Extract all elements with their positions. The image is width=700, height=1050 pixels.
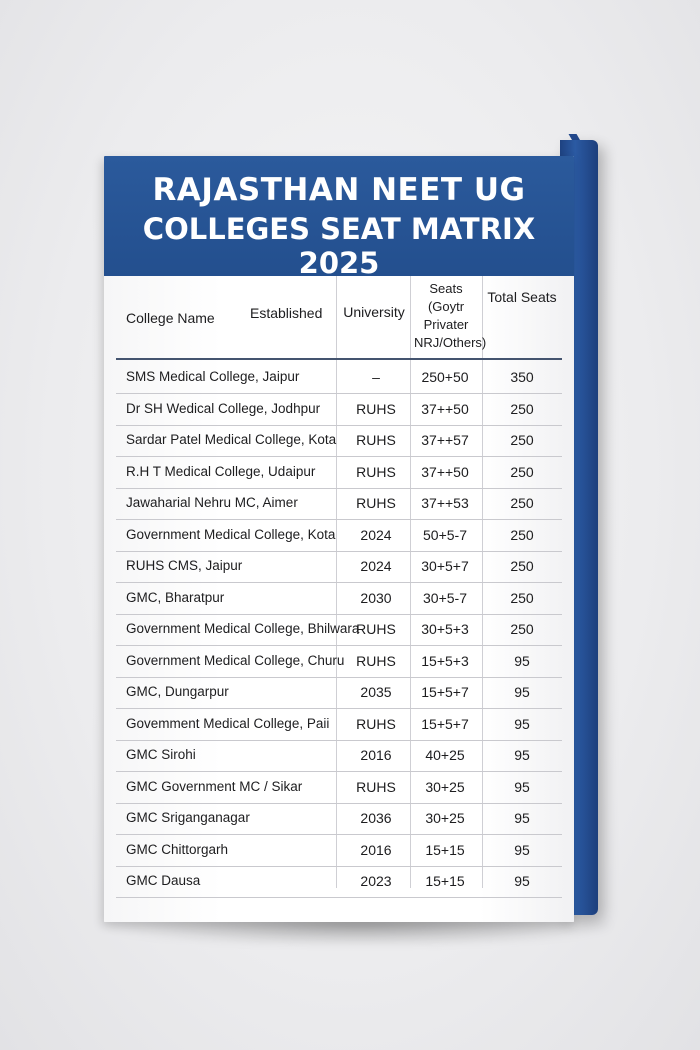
college-name-cell: Government Medical College, Kota	[126, 526, 336, 542]
seats-cell: 30+5+3	[421, 621, 469, 637]
total-seats-cell: 95	[514, 841, 530, 858]
table-row: GMC Sirohi 2016 40+25 95	[116, 740, 562, 772]
college-name-cell: GMC, Dungarpur	[126, 684, 229, 699]
table-row: GMC Government MC / Sikar RUHS 30+25 95	[116, 772, 562, 804]
college-name-cell: RUHS CMS, Jaipur	[126, 558, 243, 573]
title-line-1: RAJASTHAN NEET UG	[152, 172, 526, 208]
total-seats-cell: 95	[514, 778, 530, 795]
university-cell: 2024	[360, 558, 392, 574]
college-name-cell: GMC Government MC / Sikar	[126, 778, 303, 794]
table-row: R.H T Medical College, Udaipur RUHS 37++50…	[116, 457, 562, 489]
table-row: Government Medical College, Kota 2024 50+5…	[116, 520, 562, 552]
seats-cell: 40+25	[425, 747, 465, 763]
college-name-cell: Jawaharial Nehru MC, Aimer	[126, 495, 298, 510]
total-seats-cell: 250	[510, 432, 534, 448]
total-seats-cell: 95	[514, 684, 530, 700]
university-cell: RUHS	[356, 400, 396, 417]
university-cell: RUHS	[356, 432, 396, 448]
college-name-cell: GMC Sriganganagar	[126, 810, 250, 825]
seat-matrix-table: College Name Established University Seat…	[116, 276, 562, 898]
university-cell: –	[372, 369, 380, 385]
table-row: SMS Medical College, Jaipur – 250+50 350	[116, 362, 562, 394]
header-established: Established	[250, 305, 323, 321]
seats-cell: 15+5+7	[421, 715, 469, 732]
total-seats-cell: 95	[514, 747, 530, 763]
book-cover: RAJASTHAN NEET UG COLLEGES SEAT MATRIX 2…	[104, 156, 574, 922]
table-row: Govemment Medical College, Paii RUHS 15+5+…	[116, 709, 562, 741]
header-rule	[116, 358, 562, 360]
university-cell: 2023	[360, 873, 392, 889]
university-cell: RUHS	[356, 652, 396, 669]
seats-cell: 30+25	[425, 778, 465, 795]
header-seats: Seats (Goytr Privater NRJ/Others)	[414, 281, 487, 350]
college-name-cell: Dr SH Wedical College, Jodhpur	[126, 400, 321, 416]
seats-cell: 37++53	[421, 495, 469, 511]
header-college-name: College Name	[126, 310, 215, 326]
table-row: Government Medical College, Churu RUHS 15+…	[116, 646, 562, 678]
total-seats-cell: 95	[514, 652, 530, 669]
university-cell: RUHS	[356, 621, 396, 637]
total-seats-cell: 95	[514, 810, 530, 826]
seats-cell: 30+25	[425, 810, 465, 826]
college-name-cell: Government Medical College, Churu	[126, 652, 345, 668]
seats-cell: 30+5-7	[423, 589, 467, 606]
table-row: Government Medical College, Bhilwara RUHS…	[116, 614, 562, 646]
college-name-cell: Government Medical College, Bhilwara	[126, 621, 360, 636]
college-name-cell: SMS Medical College, Jaipur	[126, 369, 300, 384]
seats-cell: 15+15	[425, 841, 465, 858]
seats-cell: 30+5+7	[421, 558, 469, 574]
seats-cell: 37++57	[421, 432, 469, 448]
table-row: Sardar Patel Medical College, Kota RUHS 37…	[116, 425, 562, 457]
total-seats-cell: 250	[510, 558, 534, 574]
college-name-cell: GMC Dausa	[126, 873, 201, 888]
college-name-cell: Govemment Medical College, Paii	[126, 715, 330, 731]
university-cell: RUHS	[356, 495, 396, 511]
college-name-cell: Sardar Patel Medical College, Kota	[126, 432, 337, 447]
university-cell: 2016	[360, 747, 392, 763]
header-total-seats: Total Seats	[487, 289, 557, 305]
total-seats-cell: 250	[510, 526, 534, 543]
seats-cell: 15+5+7	[421, 684, 469, 700]
university-cell: RUHS	[356, 463, 396, 480]
seats-cell: 37++50	[421, 400, 469, 417]
university-cell: 2024	[360, 526, 392, 543]
title-line-2: COLLEGES SEAT MATRIX 2025	[142, 212, 536, 280]
total-seats-cell: 250	[510, 463, 534, 480]
college-name-cell: R.H T Medical College, Udaipur	[126, 463, 316, 479]
university-cell: 2016	[360, 841, 392, 858]
university-cell: 2036	[360, 810, 392, 826]
college-name-cell: GMC Sirohi	[126, 747, 196, 762]
total-seats-cell: 250	[510, 589, 534, 606]
page-surface	[104, 276, 574, 922]
table-row: Dr SH Wedical College, Jodhpur RUHS 37++50…	[116, 394, 562, 426]
seats-cell: 15+5+3	[421, 652, 469, 669]
seats-cell: 37++50	[421, 463, 469, 480]
seats-cell: 50+5-7	[423, 526, 467, 543]
university-cell: RUHS	[356, 715, 396, 732]
total-seats-cell: 95	[514, 873, 530, 889]
table-row: GMC Dausa 2023 15+15 95	[116, 866, 562, 898]
total-seats-cell: 350	[510, 369, 534, 385]
university-cell: RUHS	[356, 778, 396, 795]
seats-cell: 15+15	[425, 873, 465, 889]
total-seats-cell: 250	[510, 400, 534, 417]
seats-cell: 250+50	[421, 369, 469, 385]
table-row: GMC, Bharatpur 2030 30+5-7 250	[116, 583, 562, 615]
header-university: University	[343, 304, 405, 320]
university-cell: 2030	[360, 589, 392, 606]
total-seats-cell: 95	[514, 715, 530, 732]
total-seats-cell: 250	[510, 621, 534, 637]
college-name-cell: GMC, Bharatpur	[126, 589, 225, 605]
table-row: RUHS CMS, Jaipur 2024 30+5+7 250	[116, 551, 562, 583]
table-row: Jawaharial Nehru MC, Aimer RUHS 37++53 250	[116, 488, 562, 520]
table-row: GMC, Dungarpur 2035 15+5+7 95	[116, 677, 562, 709]
university-cell: 2035	[360, 684, 392, 700]
title-banner: RAJASTHAN NEET UG COLLEGES SEAT MATRIX 2…	[104, 156, 574, 280]
table-row: GMC Sriganganagar 2036 30+25 95	[116, 803, 562, 835]
college-name-cell: GMC Chittorgarh	[126, 841, 229, 857]
total-seats-cell: 250	[510, 495, 534, 511]
table-row: GMC Chittorgarh 2016 15+15 95	[116, 835, 562, 867]
